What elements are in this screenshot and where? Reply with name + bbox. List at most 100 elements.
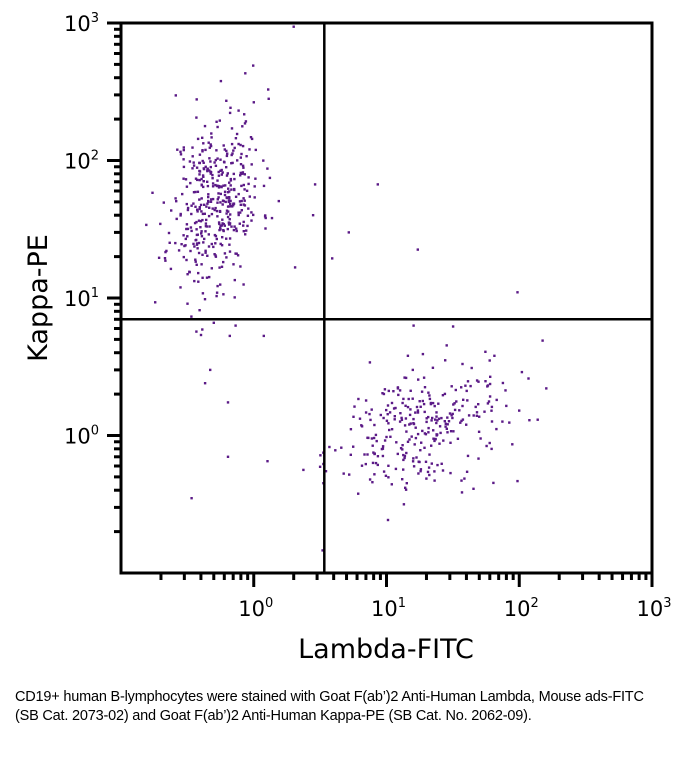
data-point bbox=[465, 389, 468, 393]
data-point bbox=[192, 242, 195, 246]
data-point bbox=[202, 180, 205, 183]
data-point bbox=[228, 196, 231, 199]
data-point bbox=[440, 462, 443, 465]
data-point bbox=[396, 386, 400, 389]
data-point bbox=[252, 213, 255, 217]
data-point bbox=[511, 443, 514, 446]
data-point bbox=[235, 227, 238, 230]
data-point bbox=[381, 392, 384, 395]
data-point bbox=[446, 416, 449, 419]
data-point bbox=[416, 432, 420, 436]
data-point bbox=[192, 191, 196, 194]
data-point bbox=[204, 222, 208, 225]
data-point bbox=[242, 183, 245, 187]
data-point bbox=[518, 409, 521, 412]
data-point bbox=[195, 228, 198, 231]
data-point bbox=[225, 149, 228, 153]
data-point bbox=[216, 184, 219, 187]
data-point bbox=[446, 431, 449, 434]
data-point bbox=[184, 178, 188, 181]
data-point bbox=[207, 195, 210, 199]
axes bbox=[107, 21, 654, 587]
data-point bbox=[207, 233, 210, 236]
data-point bbox=[401, 448, 404, 451]
data-point bbox=[218, 209, 222, 213]
data-point bbox=[483, 410, 486, 413]
data-point bbox=[207, 245, 211, 248]
data-point bbox=[222, 144, 225, 147]
data-point bbox=[242, 203, 245, 206]
data-point bbox=[431, 401, 435, 405]
data-point bbox=[433, 470, 436, 473]
data-point bbox=[449, 471, 452, 475]
data-point bbox=[234, 137, 238, 140]
data-point bbox=[398, 389, 402, 392]
data-point bbox=[318, 465, 322, 468]
data-point bbox=[207, 214, 211, 218]
data-point bbox=[203, 212, 206, 215]
y-axis-title: Kappa-PE bbox=[23, 234, 54, 362]
data-point bbox=[246, 214, 250, 217]
data-point bbox=[424, 460, 428, 463]
data-point bbox=[194, 258, 197, 261]
data-point bbox=[415, 405, 419, 409]
data-point bbox=[200, 230, 203, 233]
data-point bbox=[353, 405, 356, 408]
data-point bbox=[490, 405, 494, 409]
data-point bbox=[430, 419, 433, 422]
data-point bbox=[324, 470, 328, 473]
data-point bbox=[217, 192, 220, 195]
data-point bbox=[402, 503, 406, 506]
data-point bbox=[228, 205, 231, 208]
data-point bbox=[208, 225, 211, 228]
data-point bbox=[218, 222, 221, 226]
data-point bbox=[387, 476, 390, 479]
data-point bbox=[191, 167, 194, 170]
data-point bbox=[238, 200, 242, 203]
data-point bbox=[225, 237, 228, 240]
data-point bbox=[202, 142, 205, 145]
data-point bbox=[245, 229, 248, 232]
data-point bbox=[230, 127, 234, 130]
data-point bbox=[203, 237, 206, 241]
data-point bbox=[215, 291, 219, 294]
data-point bbox=[182, 165, 186, 169]
data-point bbox=[203, 298, 207, 301]
data-point bbox=[441, 394, 445, 397]
data-point bbox=[183, 244, 186, 248]
data-point bbox=[404, 404, 407, 407]
data-point bbox=[162, 201, 165, 204]
data-point bbox=[190, 204, 193, 207]
data-point bbox=[486, 385, 489, 388]
data-point bbox=[408, 413, 412, 417]
data-point bbox=[221, 218, 224, 221]
data-point bbox=[466, 399, 469, 402]
data-point bbox=[215, 294, 218, 298]
y-tick-label: 101 bbox=[64, 286, 99, 311]
data-point bbox=[520, 370, 524, 374]
data-point bbox=[438, 442, 441, 445]
data-point bbox=[200, 210, 203, 213]
data-point bbox=[266, 167, 269, 170]
figure-caption: CD19+ human B-lymphocytes were stained w… bbox=[15, 689, 644, 724]
data-point bbox=[198, 207, 201, 211]
data-point bbox=[414, 411, 417, 414]
data-point bbox=[200, 197, 203, 200]
data-point bbox=[248, 148, 251, 151]
data-point bbox=[252, 64, 255, 67]
data-point bbox=[363, 453, 366, 456]
data-point bbox=[409, 389, 412, 392]
data-point bbox=[227, 199, 231, 202]
data-point bbox=[426, 470, 430, 474]
data-point bbox=[248, 195, 251, 198]
data-point bbox=[423, 410, 426, 414]
data-point bbox=[349, 453, 352, 456]
data-point bbox=[225, 196, 228, 199]
data-point bbox=[435, 411, 438, 414]
data-point bbox=[230, 225, 233, 228]
data-point bbox=[264, 227, 267, 230]
data-point bbox=[185, 185, 189, 188]
data-point bbox=[190, 229, 193, 233]
data-point bbox=[488, 359, 491, 362]
data-point bbox=[200, 183, 203, 186]
